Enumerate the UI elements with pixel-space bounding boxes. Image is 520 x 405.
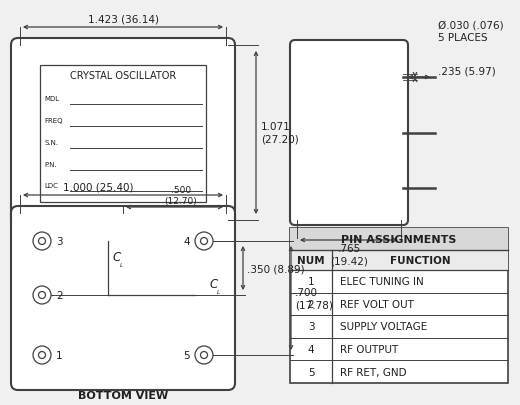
- Text: CRYSTAL OSCILLATOR: CRYSTAL OSCILLATOR: [70, 71, 176, 81]
- Text: 4: 4: [308, 344, 314, 354]
- Text: $_L$: $_L$: [119, 260, 124, 269]
- FancyBboxPatch shape: [290, 41, 408, 226]
- Text: 3: 3: [308, 322, 314, 332]
- Text: SUPPLY VOLTAGE: SUPPLY VOLTAGE: [340, 322, 427, 332]
- Text: .500
(12.70): .500 (12.70): [164, 185, 197, 205]
- Text: 5: 5: [184, 350, 190, 360]
- Text: 1: 1: [308, 277, 314, 287]
- Text: 4: 4: [184, 237, 190, 246]
- Text: MDL: MDL: [44, 96, 59, 102]
- Text: 1: 1: [56, 350, 62, 360]
- Text: 2: 2: [56, 290, 62, 300]
- Text: .700
(17.78): .700 (17.78): [295, 287, 333, 309]
- Text: LDC: LDC: [44, 183, 58, 189]
- Text: 1.000 (25.40): 1.000 (25.40): [62, 183, 133, 192]
- Text: BOTTOM VIEW: BOTTOM VIEW: [78, 390, 168, 400]
- Bar: [290, 228, 508, 383]
- Text: RF RET, GND: RF RET, GND: [340, 367, 407, 377]
- Text: FUNCTION: FUNCTION: [389, 256, 450, 265]
- Text: RF OUTPUT: RF OUTPUT: [340, 344, 398, 354]
- Text: ELEC TUNING IN: ELEC TUNING IN: [340, 277, 424, 287]
- Text: $_L$: $_L$: [216, 287, 221, 296]
- Text: 1.423 (36.14): 1.423 (36.14): [87, 15, 159, 25]
- Text: 3: 3: [56, 237, 62, 246]
- Text: NUM: NUM: [297, 256, 325, 265]
- Text: Ø.030 (.076)
5 PLACES: Ø.030 (.076) 5 PLACES: [438, 21, 504, 43]
- Text: 5: 5: [308, 367, 314, 377]
- Text: FREQ: FREQ: [44, 118, 62, 124]
- Text: 1.071
(27.20): 1.071 (27.20): [261, 122, 299, 144]
- Bar: [40, 66, 206, 202]
- FancyBboxPatch shape: [11, 207, 235, 390]
- FancyBboxPatch shape: [11, 39, 235, 228]
- Text: $C$: $C$: [112, 250, 122, 263]
- Text: PIN ASSIGNMENTS: PIN ASSIGNMENTS: [341, 234, 457, 244]
- Bar: [290, 250, 508, 270]
- Text: REF VOLT OUT: REF VOLT OUT: [340, 299, 414, 309]
- Text: .350 (8.89): .350 (8.89): [247, 263, 305, 273]
- Text: .235 (5.97): .235 (5.97): [438, 66, 496, 76]
- Text: S.N.: S.N.: [44, 139, 58, 145]
- Text: $C$: $C$: [209, 277, 219, 290]
- Bar: [290, 228, 508, 250]
- Text: 2: 2: [308, 299, 314, 309]
- Text: P.N.: P.N.: [44, 161, 57, 167]
- Text: .765
(19.42): .765 (19.42): [330, 243, 368, 266]
